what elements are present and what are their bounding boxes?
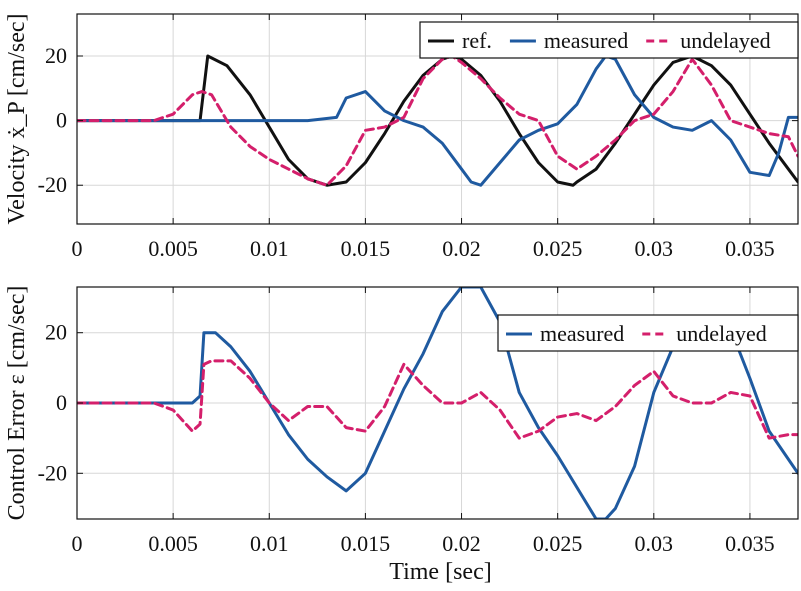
- x-tick-label: 0: [72, 236, 83, 261]
- bottom-legend: measured undelayed: [497, 314, 799, 352]
- legend-label-measured: measured: [540, 321, 624, 346]
- x-tick-label: 0.015: [341, 236, 391, 261]
- top-y-axis-label: Velocity ẋ_P [cm/sec]: [4, 13, 30, 224]
- bottom-y-axis-label: Control Error ε [cm/sec]: [4, 286, 30, 521]
- x-tick-label: 0.035: [725, 531, 775, 556]
- legend-label-undelayed: undelayed: [680, 28, 770, 53]
- y-tick-label: 20: [45, 43, 67, 68]
- legend-label-ref: ref.: [462, 28, 492, 53]
- series-undelayed: [77, 54, 798, 187]
- x-tick-label: 0.005: [148, 236, 198, 261]
- x-tick-label: 0.025: [533, 531, 583, 556]
- x-tick-label: 0: [72, 531, 83, 556]
- x-tick-label: 0.01: [250, 531, 289, 556]
- x-tick-label: 0.02: [442, 236, 481, 261]
- series-undelayed: [77, 359, 798, 440]
- x-tick-label: 0.005: [148, 531, 198, 556]
- y-tick-label: -20: [38, 460, 67, 485]
- y-tick-label: -20: [38, 172, 67, 197]
- velocity-chart: 0 0.005 0.01 0.015 0.02 0.025 0.03 0.035 -20 0 20 V…: [4, 13, 799, 261]
- top-legend: ref. measured undelayed: [419, 21, 799, 59]
- x-tick-label: 0.03: [635, 236, 674, 261]
- x-tick-label: 0.015: [341, 531, 391, 556]
- control-error-chart: 0 0.005 0.01 0.015 0.02 0.025 0.03 0.035 -20 0 20 C…: [4, 286, 799, 585]
- x-axis-label: Time [sec]: [389, 559, 491, 585]
- y-tick-label: 20: [45, 320, 67, 345]
- top-legend-box: [419, 21, 799, 59]
- legend-label-undelayed: undelayed: [676, 321, 766, 346]
- x-tick-label: 0.025: [533, 236, 583, 261]
- y-tick-label: 0: [56, 390, 67, 415]
- series-measured: [77, 54, 798, 187]
- x-tick-label: 0.03: [635, 531, 674, 556]
- x-tick-label: 0.035: [725, 236, 775, 261]
- y-tick-label: 0: [56, 108, 67, 133]
- top-axes-frame: [76, 13, 799, 225]
- legend-label-measured: measured: [544, 28, 628, 53]
- x-tick-label: 0.02: [442, 531, 481, 556]
- x-tick-label: 0.01: [250, 236, 289, 261]
